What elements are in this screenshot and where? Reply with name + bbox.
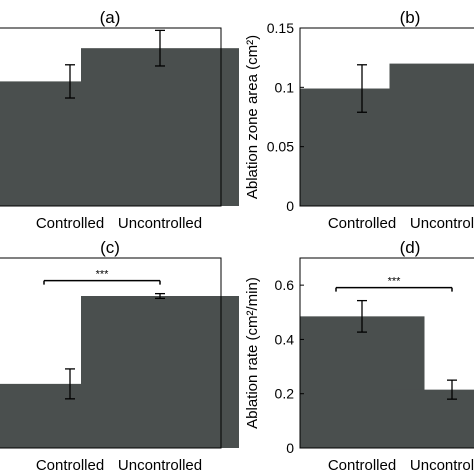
- ytick-label-b-2: 0.1: [275, 79, 295, 95]
- error-bar-c-1: [155, 292, 165, 300]
- panel-a: (a) Controlled Uncontrolled: [0, 8, 239, 232]
- bar-b-1: [389, 63, 474, 206]
- bar-a-1: [81, 48, 239, 206]
- error-bar-d-1: [447, 379, 457, 400]
- error-bar-d-0: [357, 299, 367, 333]
- xtick-label-c-1: Uncontrolled: [118, 457, 202, 474]
- panel-label-c: (c): [100, 238, 120, 257]
- ytick-label-d-0: 0: [286, 440, 294, 456]
- xtick-label-c-0: Controlled: [36, 457, 104, 474]
- xtick-label-d-0: Controlled: [328, 457, 396, 474]
- ytick-label-d-3: 0.6: [275, 277, 295, 293]
- ylabel-b: Ablation zone area (cm²): [244, 35, 261, 199]
- panel-b: (b) 0 0.05 0.1 0.15 Ablation zone area (cm²) C…: [244, 8, 474, 232]
- xtick-label-a-1: Uncontrolled: [118, 215, 202, 232]
- ytick-label-b-1: 0.05: [267, 139, 294, 155]
- xtick-label-b-1: Uncontrolled: [410, 215, 474, 232]
- ytick-label-b-3: 0.15: [267, 20, 294, 36]
- significance-c: ***: [43, 269, 161, 285]
- ytick-label-b-0: 0: [286, 198, 294, 214]
- significance-label-c: ***: [96, 269, 110, 281]
- ytick-label-d-1: 0.2: [275, 386, 295, 402]
- xtick-label-a-0: Controlled: [36, 215, 104, 232]
- significance-d: ***: [335, 276, 453, 292]
- panel-label-a: (a): [100, 8, 121, 27]
- axes-box-d: [299, 257, 474, 449]
- error-bar-a-0: [65, 64, 75, 99]
- panel-c: (c) Controlled Uncontrolled ***: [0, 238, 239, 474]
- panel-label-d: (d): [400, 238, 421, 257]
- ylabel-d: Ablation rate (cm²/min): [244, 277, 261, 429]
- error-bar-c-0: [65, 368, 75, 400]
- bar-c-1: [81, 296, 239, 448]
- panel-d: (d) 0 0.2 0.4 0.6 Ablation rate (cm²/min) Cont…: [244, 238, 474, 474]
- axes-box-c: [0, 257, 222, 449]
- bar-d-1: [389, 389, 474, 448]
- axes-box-a: [0, 27, 222, 207]
- xtick-label-b-0: Controlled: [328, 215, 396, 232]
- error-bar-b-0: [357, 64, 367, 113]
- significance-label-d: ***: [388, 276, 402, 288]
- xtick-label-d-1: Uncontrolled: [410, 457, 474, 474]
- ytick-label-d-2: 0.4: [275, 331, 295, 347]
- error-bar-a-1: [155, 29, 165, 67]
- axes-box-b: [299, 27, 474, 207]
- panel-label-b: (b): [400, 8, 421, 27]
